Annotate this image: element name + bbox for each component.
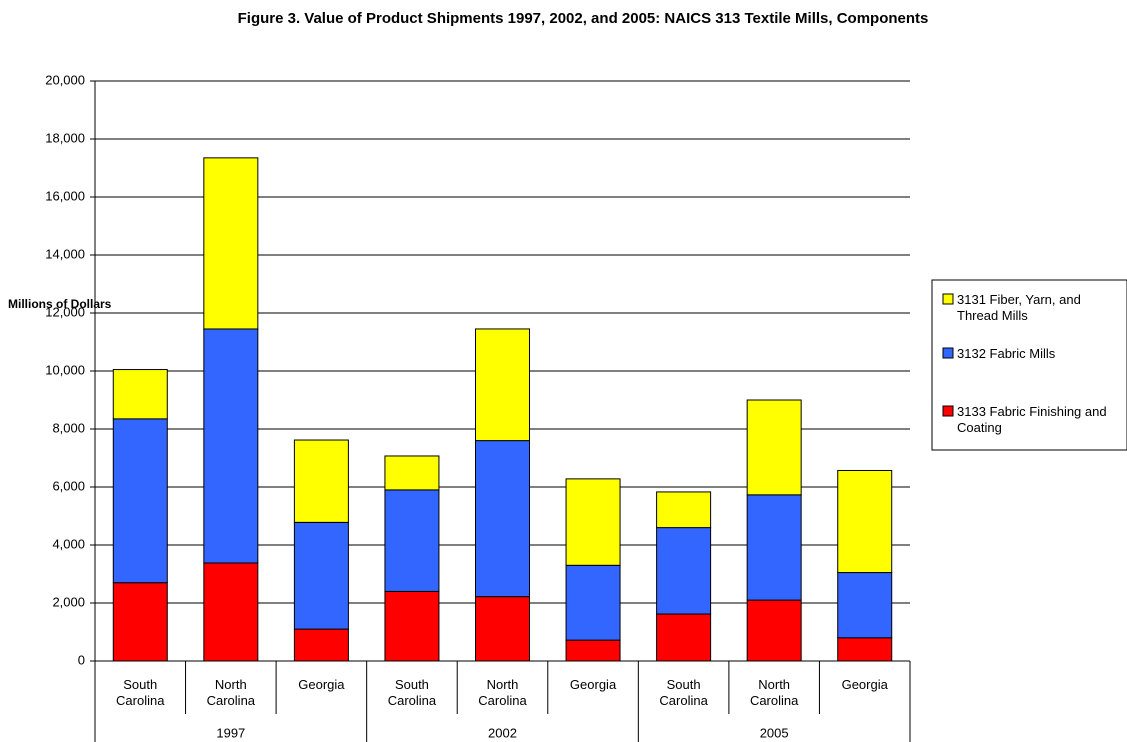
- bar-segment: [384, 489, 440, 592]
- y-tick-label: 10,000: [45, 362, 85, 377]
- bar-segment: [203, 562, 259, 662]
- legend-label: 3131 Fiber, Yarn, and Thread Mills: [957, 292, 1081, 323]
- legend-box: [931, 279, 1127, 451]
- bar-segment: [837, 637, 893, 662]
- y-tick-label: 16,000: [45, 188, 85, 203]
- bar-segment: [837, 572, 893, 639]
- y-tick-label: 20,000: [45, 72, 85, 87]
- x-tick-label: South Carolina: [387, 677, 437, 708]
- x-tick-label: North Carolina: [206, 677, 256, 708]
- group-label: 1997: [216, 725, 245, 740]
- bar-segment: [384, 590, 440, 662]
- bar-segment: [746, 599, 802, 662]
- x-tick-label: North Carolina: [749, 677, 799, 708]
- bar-segment: [475, 440, 530, 598]
- chart-title: Figure 3. Value of Product Shipments 199…: [238, 10, 929, 27]
- legend-swatch: [942, 293, 954, 305]
- y-tick-label: 18,000: [45, 130, 85, 145]
- y-tick-label: 8,000: [52, 420, 85, 435]
- bar-segment: [565, 564, 621, 641]
- bar-segment: [656, 527, 712, 615]
- bar-segment: [293, 628, 349, 662]
- bar-segment: [656, 613, 712, 662]
- bar-segment: [565, 639, 621, 662]
- bar-segment: [112, 418, 168, 584]
- bar-segment: [112, 582, 168, 662]
- bar-segment: [203, 157, 259, 330]
- legend-label: 3132 Fabric Mills: [957, 346, 1056, 361]
- y-tick-label: 0: [78, 652, 85, 667]
- bar-segment: [746, 494, 802, 601]
- legend-label: 3133 Fabric Finishing and Coating: [957, 404, 1107, 435]
- bar-segment: [656, 491, 712, 529]
- x-tick-label: North Carolina: [478, 677, 527, 708]
- y-tick-label: 12,000: [45, 304, 85, 319]
- bar-segment: [565, 478, 621, 566]
- group-label: 2002: [488, 725, 517, 740]
- x-tick-label: Georgia: [841, 677, 888, 692]
- bar-segment: [475, 328, 530, 442]
- x-tick-label: South Carolina: [116, 677, 165, 708]
- y-tick-label: 6,000: [52, 478, 85, 493]
- bar-segment: [837, 469, 893, 574]
- y-tick-label: 4,000: [52, 536, 85, 551]
- x-tick-label: Georgia: [569, 677, 617, 692]
- x-tick-label: Georgia: [298, 677, 345, 692]
- legend-swatch: [942, 405, 954, 417]
- bar-segment: [203, 328, 259, 564]
- bar-segment: [384, 455, 440, 491]
- bar-segment: [112, 369, 168, 420]
- bar-segment: [293, 439, 349, 523]
- y-tick-label: 14,000: [45, 246, 85, 261]
- x-tick-label: South Carolina: [659, 677, 708, 708]
- bar-segment: [293, 521, 349, 630]
- y-tick-label: 2,000: [52, 594, 85, 609]
- legend-swatch: [942, 347, 954, 359]
- bar-segment: [475, 596, 530, 662]
- y-axis-label: Millions of Dollars: [8, 297, 112, 311]
- bar-segment: [746, 399, 802, 496]
- group-label: 2005: [760, 725, 789, 740]
